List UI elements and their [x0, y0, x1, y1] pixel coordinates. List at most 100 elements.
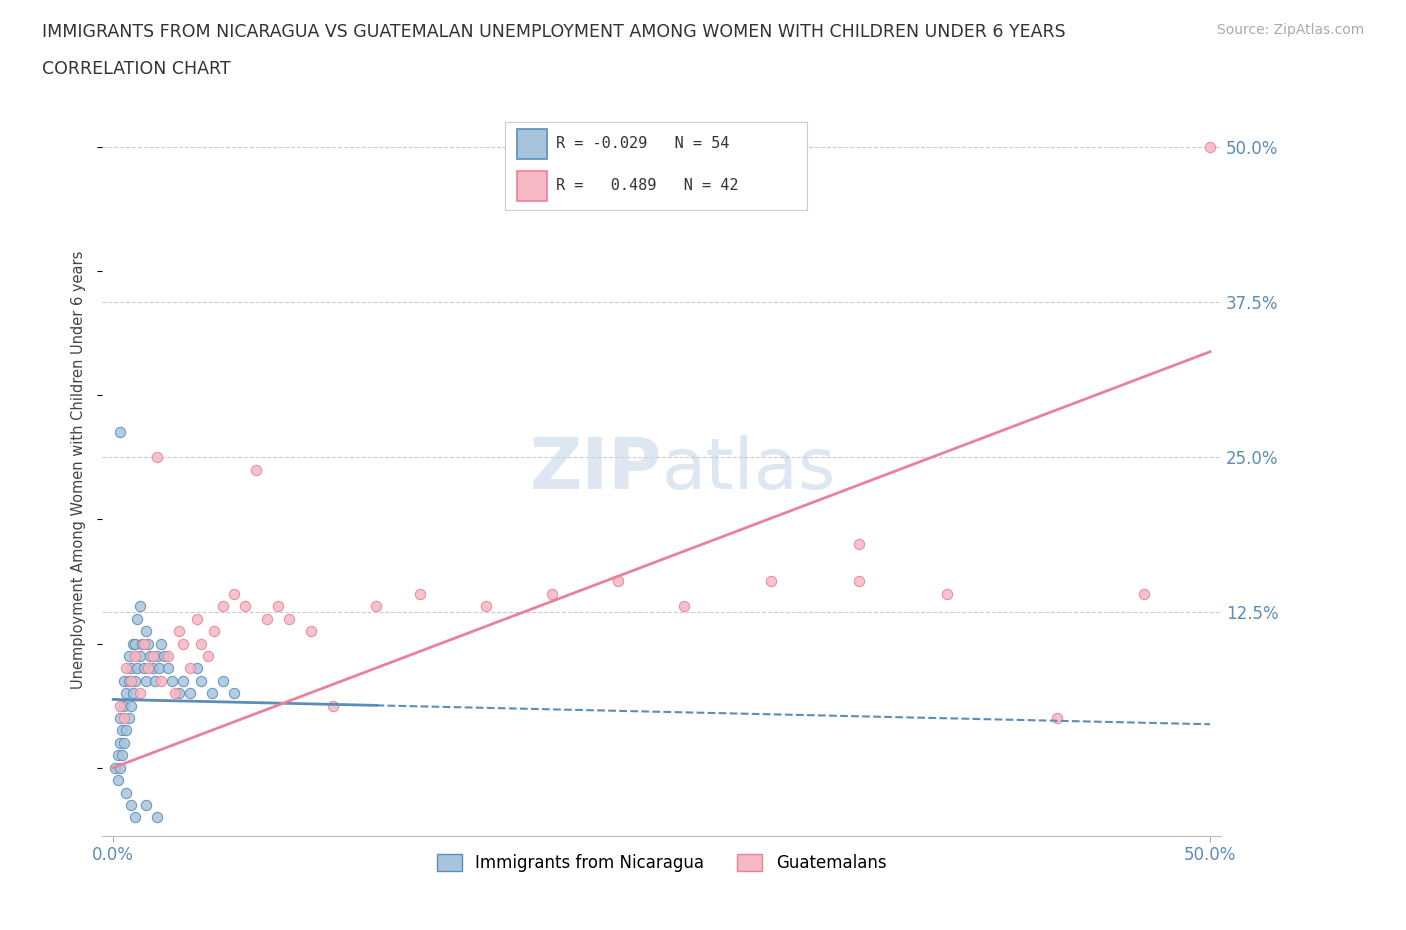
Point	[111, 723, 134, 737]
Point	[127, 661, 149, 676]
Point	[163, 685, 186, 700]
Point	[256, 611, 278, 626]
Point	[197, 648, 219, 663]
Point	[135, 673, 157, 688]
Point	[299, 624, 322, 639]
Point	[132, 636, 155, 651]
Point	[190, 673, 212, 688]
Point	[186, 661, 208, 676]
Point	[152, 648, 174, 663]
Point	[117, 711, 139, 725]
Text: CORRELATION CHART: CORRELATION CHART	[42, 60, 231, 78]
Point	[848, 537, 870, 551]
Point	[172, 636, 194, 651]
Point	[172, 673, 194, 688]
Point	[201, 685, 224, 700]
Point	[117, 648, 139, 663]
Point	[107, 748, 129, 763]
Point	[409, 587, 432, 602]
Point	[111, 748, 134, 763]
Point	[1133, 587, 1156, 602]
Point	[135, 798, 157, 813]
Point	[108, 711, 131, 725]
Point	[120, 798, 142, 813]
Point	[112, 698, 135, 713]
Point	[1199, 140, 1222, 154]
Point	[142, 661, 165, 676]
Point	[146, 810, 169, 825]
Point	[124, 636, 146, 651]
Point	[112, 711, 135, 725]
Point	[186, 611, 208, 626]
Point	[115, 685, 138, 700]
Point	[108, 425, 131, 440]
Text: ZIP: ZIP	[530, 435, 662, 504]
Point	[115, 785, 138, 800]
Text: IMMIGRANTS FROM NICARAGUA VS GUATEMALAN UNEMPLOYMENT AMONG WOMEN WITH CHILDREN U: IMMIGRANTS FROM NICARAGUA VS GUATEMALAN …	[42, 23, 1066, 41]
Point	[541, 587, 564, 602]
Point	[150, 636, 173, 651]
Point	[122, 685, 145, 700]
Point	[606, 574, 628, 589]
Point	[104, 760, 127, 775]
Point	[120, 661, 142, 676]
Point	[761, 574, 783, 589]
Text: atlas: atlas	[662, 435, 837, 504]
Legend: Immigrants from Nicaragua, Guatemalans: Immigrants from Nicaragua, Guatemalans	[430, 847, 893, 879]
Point	[122, 636, 145, 651]
Point	[143, 673, 166, 688]
Point	[108, 760, 131, 775]
Point	[202, 624, 225, 639]
Point	[179, 685, 201, 700]
Point	[157, 648, 180, 663]
Point	[117, 673, 139, 688]
Point	[108, 698, 131, 713]
Point	[108, 736, 131, 751]
Point	[112, 673, 135, 688]
Point	[475, 599, 498, 614]
Point	[222, 587, 245, 602]
Point	[848, 574, 870, 589]
Point	[131, 636, 153, 651]
Point	[212, 673, 235, 688]
Point	[120, 673, 142, 688]
Point	[672, 599, 695, 614]
Point	[167, 685, 190, 700]
Point	[136, 636, 159, 651]
Point	[128, 685, 150, 700]
Point	[148, 661, 170, 676]
Y-axis label: Unemployment Among Women with Children Under 6 years: Unemployment Among Women with Children U…	[72, 250, 86, 689]
Point	[127, 611, 149, 626]
Point	[135, 624, 157, 639]
Point	[150, 673, 173, 688]
Point	[322, 698, 344, 713]
Point	[128, 648, 150, 663]
Point	[162, 673, 184, 688]
Point	[132, 661, 155, 676]
Point	[212, 599, 235, 614]
Point	[146, 648, 169, 663]
Point	[157, 661, 180, 676]
Text: Source: ZipAtlas.com: Source: ZipAtlas.com	[1216, 23, 1364, 37]
Point	[1045, 711, 1067, 725]
Point	[233, 599, 256, 614]
Point	[128, 599, 150, 614]
Point	[935, 587, 957, 602]
Point	[142, 648, 165, 663]
Point	[167, 624, 190, 639]
Point	[115, 661, 138, 676]
Point	[267, 599, 290, 614]
Point	[115, 723, 138, 737]
Point	[112, 736, 135, 751]
Point	[124, 648, 146, 663]
Point	[179, 661, 201, 676]
Point	[277, 611, 299, 626]
Point	[124, 810, 146, 825]
Point	[124, 673, 146, 688]
Point	[366, 599, 388, 614]
Point	[190, 636, 212, 651]
Point	[120, 698, 142, 713]
Point	[139, 648, 162, 663]
Point	[107, 773, 129, 788]
Point	[146, 450, 169, 465]
